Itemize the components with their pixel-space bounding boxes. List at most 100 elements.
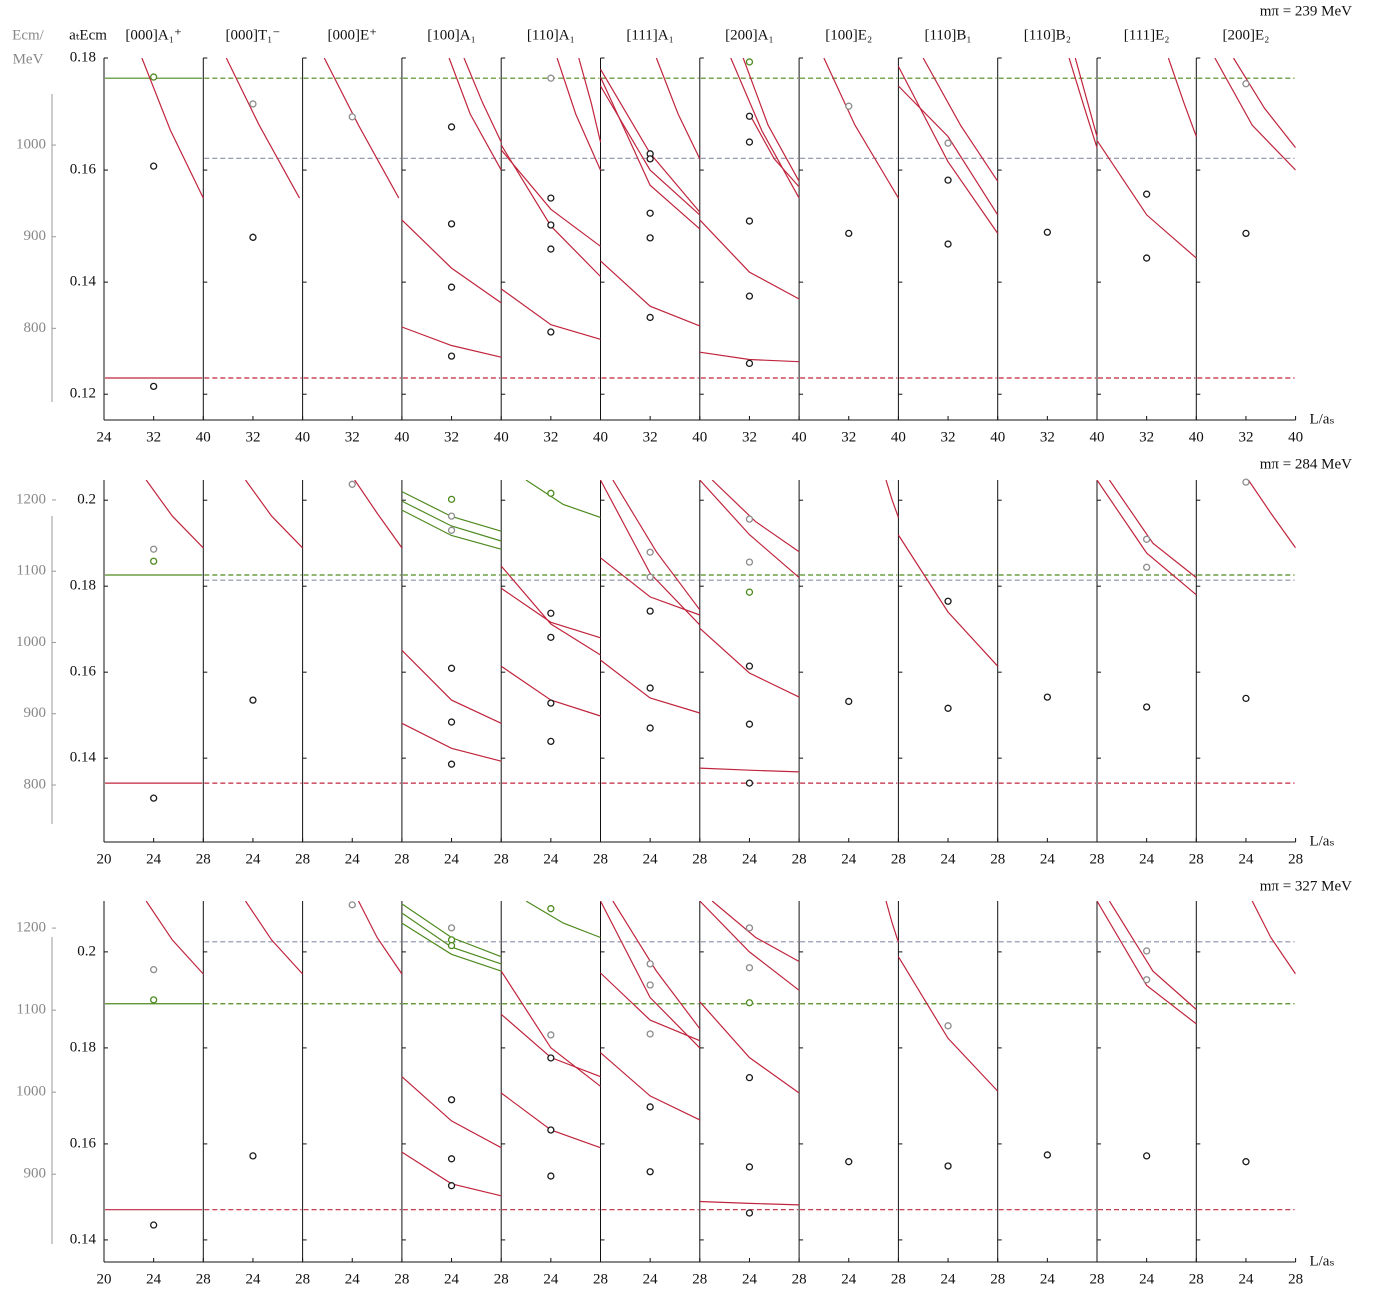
y2-tick-label: 1200	[16, 920, 46, 936]
energy-level	[646, 724, 654, 732]
x-tick-label: 40	[792, 429, 807, 445]
energy-level	[745, 1163, 754, 1171]
y-tick-label: 0.18	[70, 49, 96, 65]
curve	[500, 565, 601, 656]
x-tick-label: 32	[1040, 429, 1055, 445]
energy-level	[348, 901, 356, 909]
energy-level	[745, 558, 754, 566]
x-tick-label: 32	[841, 429, 856, 445]
energy-level	[149, 382, 158, 391]
energy-level	[944, 597, 952, 605]
curve	[600, 557, 701, 616]
x-tick-label: 40	[1288, 429, 1303, 445]
x-tick-label: 32	[245, 429, 260, 445]
curve	[742, 58, 800, 182]
energy-level	[646, 607, 654, 615]
y-tick-label: 0.16	[70, 664, 97, 680]
energy-level	[745, 588, 754, 596]
y-tick-label: 0.2	[77, 492, 96, 508]
curve	[401, 922, 502, 972]
energy-level	[646, 155, 654, 163]
y-tick-label: 0.14	[70, 750, 97, 766]
curve	[599, 480, 701, 626]
curve	[1096, 140, 1197, 259]
energy-level	[1143, 1152, 1151, 1160]
energy-level	[547, 1031, 555, 1039]
energy-level	[745, 964, 754, 972]
energy-level	[745, 779, 754, 787]
energy-level	[646, 1168, 654, 1176]
y2-tick-label: 1100	[17, 563, 46, 579]
energy-level	[845, 102, 853, 110]
row-label: mπ = 239 MeV	[1260, 3, 1352, 19]
energy-level	[944, 1022, 952, 1030]
energy-level	[149, 965, 158, 974]
energy-level	[745, 359, 754, 368]
panel-title: [200]E₂	[1223, 27, 1270, 43]
x-tick-label: 28	[394, 1271, 409, 1287]
x-tick-label: 28	[1288, 851, 1303, 867]
energy-level	[745, 112, 754, 120]
energy-level	[944, 1162, 952, 1170]
energy-level	[547, 74, 555, 82]
energy-level	[547, 328, 555, 336]
x-tick-label: 32	[1139, 429, 1154, 445]
curve	[525, 480, 601, 518]
energy-level	[745, 58, 754, 66]
x-tick-label: 32	[742, 429, 757, 445]
x-tick-label: 24	[1139, 1271, 1155, 1287]
energy-level	[1242, 80, 1250, 88]
curve	[1214, 58, 1296, 171]
curve	[612, 901, 701, 1030]
curve	[354, 480, 403, 549]
y-tick-label: 0.2	[77, 943, 96, 959]
x-tick-label: 28	[494, 851, 509, 867]
curve	[699, 351, 800, 363]
energy-level	[1043, 228, 1051, 236]
curve	[1232, 58, 1296, 149]
row-label: mπ = 284 MeV	[1260, 456, 1352, 472]
energy-level	[547, 194, 555, 202]
x-tick-label: 20	[97, 851, 112, 867]
x-tick-label: 28	[891, 1271, 906, 1287]
y2-tick-label: 800	[24, 320, 47, 336]
energy-level	[447, 1182, 456, 1190]
curve	[323, 58, 400, 199]
energy-level	[745, 292, 754, 300]
energy-level	[447, 760, 456, 768]
energy-level	[447, 664, 456, 672]
energy-level	[745, 924, 754, 932]
x-tick-label: 32	[643, 429, 658, 445]
y2-tick-label: 900	[24, 228, 47, 244]
curve	[1096, 480, 1197, 596]
energy-level	[447, 495, 456, 503]
energy-level	[745, 662, 754, 670]
curve	[145, 480, 204, 549]
y2-tick-label: 1100	[17, 1002, 46, 1018]
row-label: mπ = 327 MeV	[1260, 878, 1352, 894]
energy-level	[845, 229, 853, 238]
curve	[401, 722, 502, 762]
x-tick-label: 24	[1040, 1271, 1056, 1287]
energy-level	[547, 737, 555, 746]
panel-title: [000]A₁⁺	[125, 27, 181, 43]
curve	[500, 1092, 601, 1149]
curve	[556, 58, 602, 171]
curve	[711, 901, 800, 963]
x-tick-label: 28	[792, 851, 807, 867]
energy-level	[944, 704, 952, 712]
curve	[500, 144, 601, 277]
curve	[401, 649, 502, 724]
energy-level	[745, 515, 754, 523]
curve	[1068, 58, 1098, 148]
energy-level	[447, 220, 456, 228]
y-tick-label: 0.18	[70, 578, 96, 594]
x-axis-label: L/aₛ	[1309, 411, 1334, 427]
energy-level	[447, 283, 456, 291]
x-tick-label: 24	[146, 851, 162, 867]
curve	[897, 534, 999, 667]
panel-title: [111]A₁	[626, 27, 673, 43]
panel-title: [000]T₁⁻	[226, 27, 281, 43]
